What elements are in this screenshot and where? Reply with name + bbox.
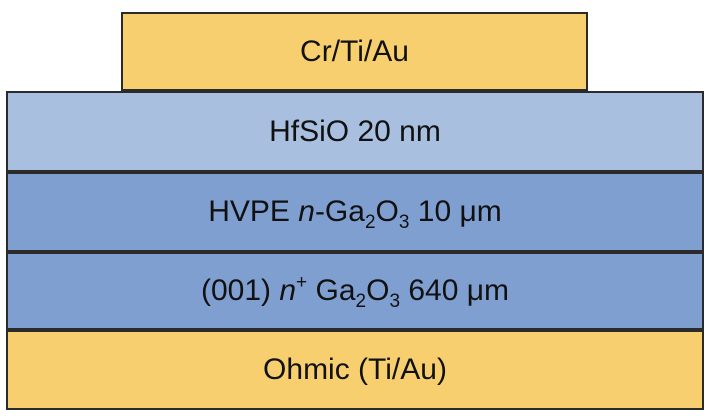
ohmic-contact-layer: Ohmic (Ti/Au)	[6, 330, 704, 410]
substrate-doping-type: n	[279, 274, 297, 307]
substrate-subscript-2: 3	[389, 291, 401, 312]
hvpe-ga2o3-layer: HVPE n-Ga2O3 10 μm	[6, 172, 704, 252]
top-contact-label: Cr/Ti/Au	[300, 34, 409, 68]
top-contact-layer: Cr/Ti/Au	[121, 12, 588, 91]
substrate-layer: (001) n+ Ga2O3 640 μm	[6, 252, 704, 330]
hvpe-subscript-1: 2	[364, 212, 376, 233]
hvpe-prefix: HVPE	[208, 195, 299, 228]
substrate-thickness: 640 μm	[400, 274, 510, 307]
hvpe-doping-type: n	[298, 195, 315, 228]
substrate-orientation: (001)	[200, 274, 280, 307]
hvpe-subscript-2: 3	[398, 212, 410, 233]
hfsio-label: HfSiO 20 nm	[269, 114, 441, 148]
hfsio-layer: HfSiO 20 nm	[6, 91, 704, 172]
hvpe-layer-label: HVPE n-Ga2O3 10 μm	[208, 195, 502, 233]
hvpe-thickness: 10 μm	[409, 195, 502, 228]
substrate-subscript-1: 2	[355, 291, 367, 312]
hvpe-material-part-1: -Ga	[314, 195, 365, 228]
substrate-material-part-2: O	[366, 274, 390, 307]
ohmic-contact-label: Ohmic (Ti/Au)	[263, 353, 447, 386]
substrate-material-part-1: Ga	[307, 274, 356, 307]
substrate-layer-label: (001) n+ Ga2O3 640 μm	[200, 273, 510, 311]
substrate-doping-superscript: +	[296, 272, 308, 293]
hvpe-material-part-2: O	[375, 195, 399, 228]
